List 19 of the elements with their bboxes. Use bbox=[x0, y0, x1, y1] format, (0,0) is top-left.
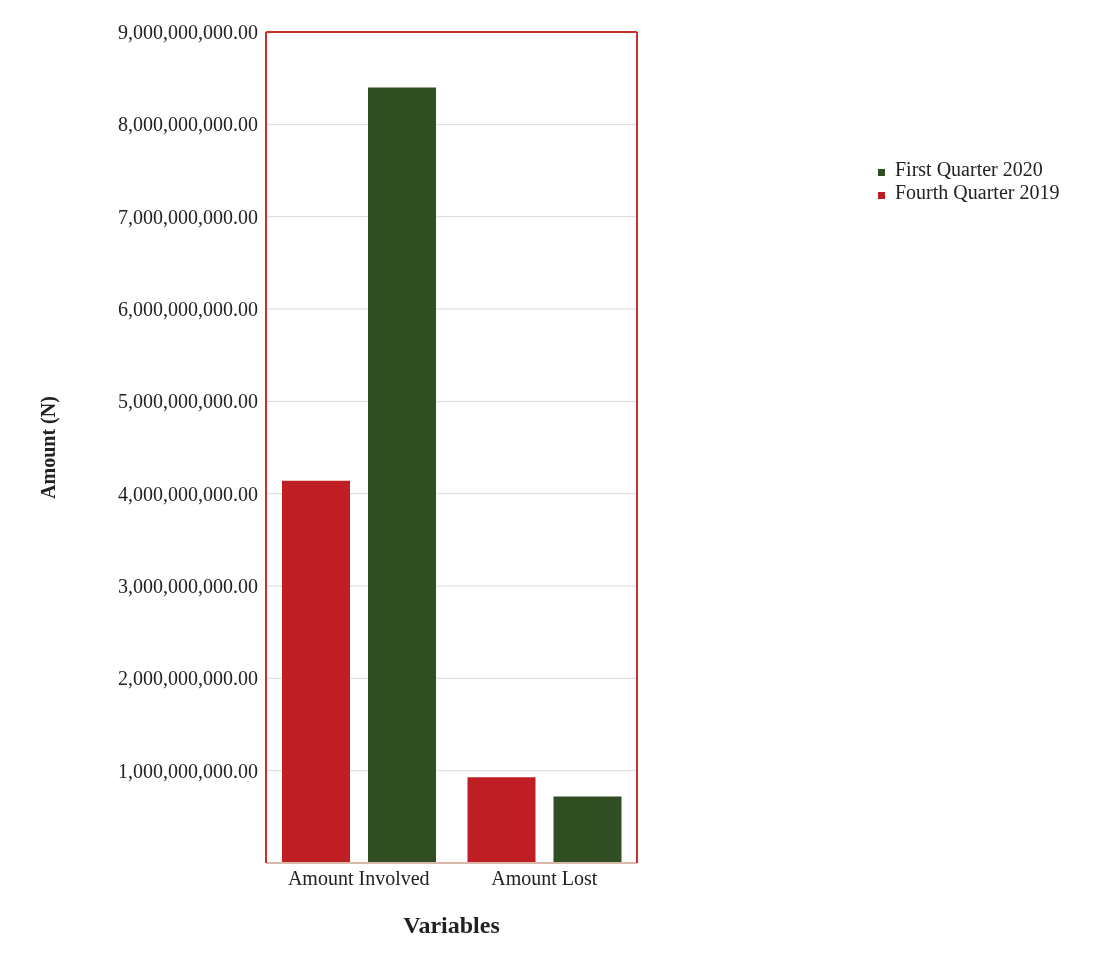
x-tick-label: Amount Lost bbox=[491, 867, 598, 890]
x-axis-title: Variables bbox=[403, 912, 500, 938]
y-tick-label: 1,000,000,000.00 bbox=[118, 759, 258, 782]
y-axis-title: Amount (N) bbox=[37, 396, 61, 499]
y-tick-label: 6,000,000,000.00 bbox=[118, 298, 258, 321]
bar bbox=[282, 480, 350, 863]
bar bbox=[368, 87, 436, 863]
y-tick-label: 2,000,000,000.00 bbox=[118, 667, 258, 690]
bar bbox=[553, 796, 622, 863]
y-tick-label: 4,000,000,000.00 bbox=[118, 482, 258, 505]
bar bbox=[467, 777, 536, 863]
y-tick-label: 9,000,000,000.00 bbox=[118, 21, 258, 44]
y-tick-label: 3,000,000,000.00 bbox=[118, 575, 258, 598]
y-tick-label: 7,000,000,000.00 bbox=[118, 205, 258, 228]
x-tick-label: Amount Involved bbox=[287, 867, 430, 890]
y-tick-label: 5,000,000,000.00 bbox=[118, 390, 258, 413]
y-tick-label: 8,000,000,000.00 bbox=[118, 113, 258, 136]
legend-label: Fourth Quarter 2019 bbox=[895, 181, 1060, 203]
legend-label: First Quarter 2020 bbox=[895, 158, 1043, 180]
